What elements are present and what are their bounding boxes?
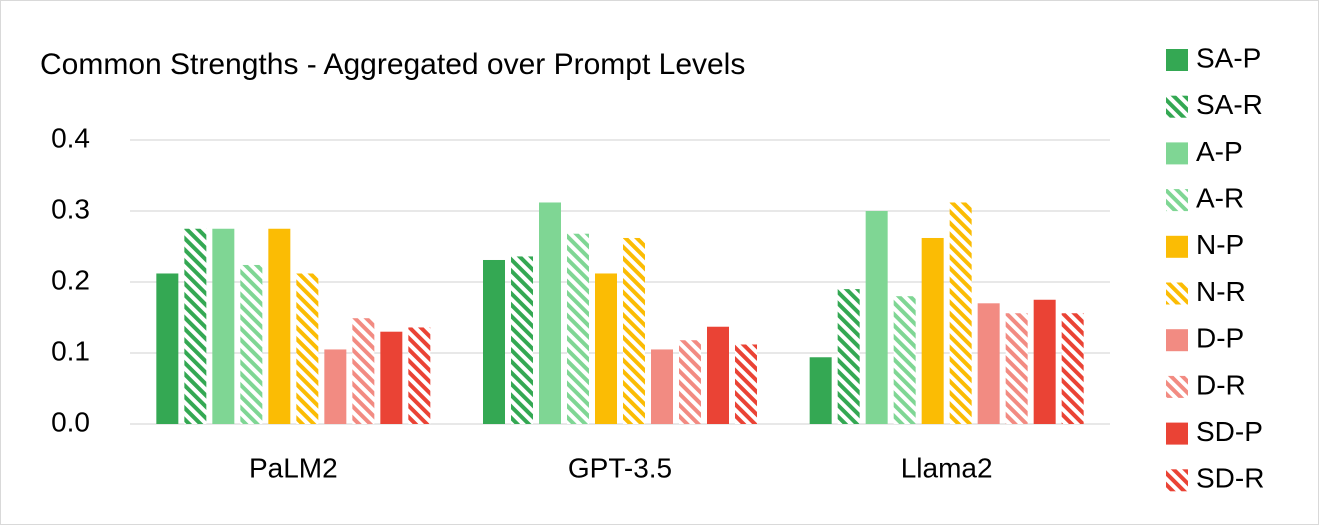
- bar: [949, 202, 972, 424]
- bar: [837, 289, 860, 424]
- bar: [567, 233, 589, 424]
- bar: [184, 228, 207, 424]
- legend-label: D-R: [1196, 369, 1246, 400]
- legend-label: D-P: [1196, 323, 1244, 354]
- legend-swatch: [1166, 189, 1188, 212]
- legend-swatch: [1166, 95, 1188, 118]
- legend-label: A-P: [1196, 136, 1243, 167]
- legend-swatch: [1166, 142, 1188, 165]
- x-tick-label: PaLM2: [249, 452, 338, 483]
- bar: [296, 273, 319, 424]
- bar: [1061, 313, 1084, 424]
- bar: [511, 256, 533, 424]
- bar: [212, 228, 235, 424]
- bar: [1005, 313, 1028, 424]
- legend-label: SD-R: [1196, 463, 1264, 494]
- bar: [921, 237, 944, 424]
- legend-swatch: [1166, 49, 1188, 71]
- legend-label: SD-P: [1196, 416, 1263, 447]
- x-tick-label: Llama2: [901, 452, 993, 483]
- legend-label: A-R: [1196, 182, 1244, 213]
- bar: [893, 296, 916, 424]
- bar: [623, 237, 645, 424]
- bar: [977, 303, 1000, 424]
- legend-swatch: [1166, 235, 1188, 258]
- legend-label: N-R: [1196, 276, 1246, 307]
- legend-swatch: [1166, 329, 1188, 352]
- bar: [679, 340, 701, 424]
- bar: [539, 202, 561, 424]
- y-tick-label: 0.0: [51, 406, 90, 437]
- bar: [408, 327, 431, 424]
- y-tick-label: 0.2: [51, 264, 90, 295]
- bar: [268, 228, 291, 424]
- legend-swatch: [1166, 375, 1188, 398]
- bar: [865, 211, 888, 424]
- bar: [352, 318, 375, 424]
- bar: [240, 264, 263, 424]
- legend-label: SA-R: [1196, 89, 1263, 120]
- bar: [156, 273, 179, 424]
- bar: [707, 326, 729, 424]
- x-tick-label: GPT-3.5: [568, 452, 672, 483]
- bar: [1033, 299, 1056, 424]
- legend-label: N-P: [1196, 229, 1244, 260]
- bar: [809, 357, 832, 424]
- bar: [651, 349, 673, 424]
- bar: [595, 273, 617, 424]
- y-tick-label: 0.1: [51, 335, 90, 366]
- y-tick-label: 0.4: [51, 122, 90, 153]
- legend-swatch: [1166, 282, 1188, 305]
- y-tick-label: 0.3: [51, 193, 90, 224]
- bar: [324, 349, 347, 424]
- chart-title: Common Strengths - Aggregated over Promp…: [40, 48, 745, 81]
- legend-swatch: [1166, 469, 1188, 492]
- legend-label: SA-P: [1196, 42, 1261, 73]
- bar: [735, 344, 757, 424]
- bar: [380, 331, 403, 424]
- bar: [483, 259, 505, 424]
- legend-swatch: [1166, 422, 1188, 445]
